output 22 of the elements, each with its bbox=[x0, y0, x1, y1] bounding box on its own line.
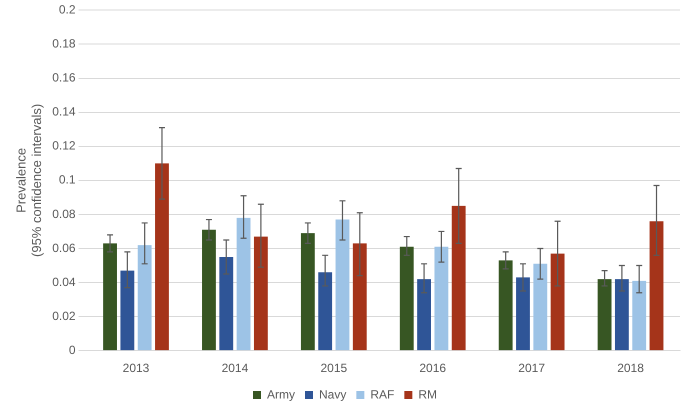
y-tick-label: 0.08 bbox=[52, 206, 76, 221]
x-tick-label: 2015 bbox=[320, 361, 348, 376]
y-tick-label: 0.06 bbox=[52, 240, 76, 255]
legend-label: RAF bbox=[370, 387, 394, 402]
y-tick-label: 0.2 bbox=[58, 2, 76, 17]
y-tick-label: 0.04 bbox=[52, 274, 76, 289]
x-tick-label: 2017 bbox=[518, 361, 546, 376]
y-tick-label: 0.02 bbox=[52, 308, 76, 323]
legend-label: RM bbox=[418, 387, 438, 402]
y-tick-label: 0.12 bbox=[52, 138, 76, 153]
y-axis-title: Prevalence (95% confidence intervals) bbox=[13, 104, 44, 257]
legend-label: Navy bbox=[318, 387, 346, 402]
legend-label: Army bbox=[267, 387, 295, 402]
y-tick-label: 0.14 bbox=[52, 104, 76, 119]
x-tick-label: 2016 bbox=[419, 361, 446, 376]
x-tick-label: 2018 bbox=[617, 361, 644, 376]
x-tick-label: 2014 bbox=[222, 361, 249, 376]
y-tick-label: 0.1 bbox=[58, 172, 76, 187]
y-tick-label: 0 bbox=[68, 342, 76, 357]
x-tick-label: 2013 bbox=[122, 361, 150, 376]
y-tick-label: 0.16 bbox=[52, 70, 76, 85]
y-tick-label: 0.18 bbox=[52, 36, 76, 51]
